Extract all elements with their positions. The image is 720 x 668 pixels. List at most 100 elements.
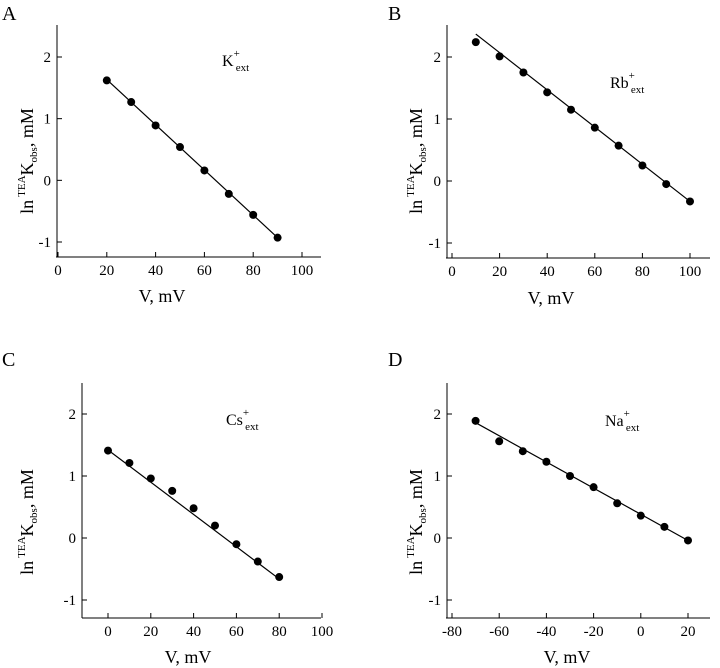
x-tick-label: 20: [681, 624, 696, 640]
ion-name: Na: [605, 413, 624, 430]
x-tick-label: 20: [143, 624, 158, 640]
y-tick-label: 1: [434, 469, 442, 485]
y-tick-label: 0: [69, 531, 77, 547]
x-tick-label: 0: [54, 263, 62, 279]
y-label-main: K: [406, 162, 426, 175]
ion-subscript: ext: [631, 84, 644, 96]
y-tick-label: 0: [44, 173, 52, 189]
ion-name: Cs: [226, 412, 243, 429]
y-axis-title: ln TEAKobs, mM: [16, 469, 40, 575]
axes: -1 0 1 2 -80 -60 -40 -20 0 20: [429, 383, 710, 640]
x-tick-label: 60: [587, 264, 602, 280]
ion-annotation: Cs+ ext: [226, 407, 259, 433]
fit-line: [107, 449, 280, 580]
y-label-prefix: ln: [406, 561, 426, 575]
x-axis-title: V, mV: [165, 647, 212, 667]
data-point: [200, 166, 209, 175]
data-point: [567, 105, 575, 114]
data-point: [660, 522, 669, 531]
x-tick-label: 20: [492, 264, 507, 280]
y-label-main: K: [17, 523, 37, 536]
data-point: [589, 483, 598, 492]
x-tick-label: -80: [442, 624, 462, 640]
ion-subscript: ext: [236, 62, 249, 74]
data-point: [232, 540, 241, 549]
y-tick-label: 2: [44, 50, 52, 66]
x-tick-label: 60: [197, 263, 212, 279]
data-point: [125, 458, 134, 467]
ion-subscript: ext: [626, 422, 639, 434]
data-point: [127, 98, 136, 107]
data-point: [519, 68, 528, 77]
x-tick-label: 20: [99, 263, 114, 279]
y-label-suffix: , mM: [17, 108, 37, 147]
data-point: [542, 457, 551, 466]
ion-charge: +: [234, 48, 240, 60]
data-point: [151, 121, 160, 130]
ion-subscript: ext: [245, 421, 258, 433]
x-tick-label: 40: [186, 624, 201, 640]
x-tick-label: 0: [448, 264, 456, 280]
x-tick-label: 80: [635, 264, 650, 280]
x-tick-label: 100: [291, 263, 314, 279]
data-point: [590, 123, 599, 132]
data-point: [662, 180, 671, 189]
ion-name: Rb: [610, 75, 629, 92]
y-tick-label: 1: [69, 469, 77, 485]
data-point: [613, 499, 622, 508]
data-point: [176, 143, 184, 152]
y-tick-label: -1: [64, 593, 77, 609]
ion-charge: +: [629, 70, 635, 82]
data-point: [614, 141, 623, 150]
y-tick-label: 0: [434, 531, 442, 547]
data-point: [684, 536, 692, 545]
y-label-sup: TEA: [16, 536, 28, 557]
x-tick-label: 80: [246, 263, 261, 279]
data-point: [104, 446, 112, 455]
data-point: [686, 197, 694, 206]
y-axis-title: ln TEAKobs, mM: [16, 108, 40, 214]
y-label-sub: obs: [417, 508, 429, 523]
x-tick-label: 0: [104, 624, 112, 640]
x-axis-title: V, mV: [528, 288, 575, 308]
y-label-prefix: ln: [406, 200, 426, 214]
data-point: [168, 486, 177, 495]
y-tick-label: 0: [434, 174, 442, 190]
ion-charge: +: [243, 407, 249, 419]
y-tick-label: -1: [429, 593, 442, 609]
data-point: [495, 437, 504, 446]
ion-name: K: [222, 53, 234, 70]
y-tick-label: 2: [69, 407, 77, 423]
y-label-sup: TEA: [16, 175, 28, 196]
data-point: [249, 210, 258, 219]
data-point: [224, 189, 233, 198]
x-tick-label: -40: [536, 624, 556, 640]
data-point: [638, 161, 647, 170]
ion-annotation: Na+ ext: [605, 408, 639, 434]
panel-letter: D: [388, 349, 402, 371]
x-tick-label: -20: [584, 624, 604, 640]
data-point: [189, 504, 198, 513]
data-point: [146, 474, 155, 483]
x-axis-title: V, mV: [544, 647, 591, 667]
ion-annotation: K+ ext: [222, 48, 249, 74]
data-point: [518, 447, 527, 456]
y-label-suffix: , mM: [406, 108, 426, 147]
x-tick-label: 80: [272, 624, 287, 640]
panel-letter: C: [2, 349, 15, 371]
y-label-sub: obs: [417, 147, 429, 162]
y-label-main: K: [17, 162, 37, 175]
data-point: [211, 521, 219, 530]
x-tick-label: 100: [679, 264, 702, 280]
panel-letter: B: [388, 3, 401, 25]
data-point: [566, 472, 574, 480]
x-axis-title: V, mV: [139, 286, 186, 306]
x-tick-label: 100: [311, 624, 334, 640]
y-label-prefix: ln: [17, 561, 37, 575]
data-point: [636, 511, 645, 520]
panel-d: D -1 0 1 2 -80 -60 -40 -20 0 20 Na+ ext V, mV ln TE…: [388, 349, 710, 667]
y-tick-label: -1: [429, 236, 442, 252]
y-label-suffix: , mM: [406, 469, 426, 508]
